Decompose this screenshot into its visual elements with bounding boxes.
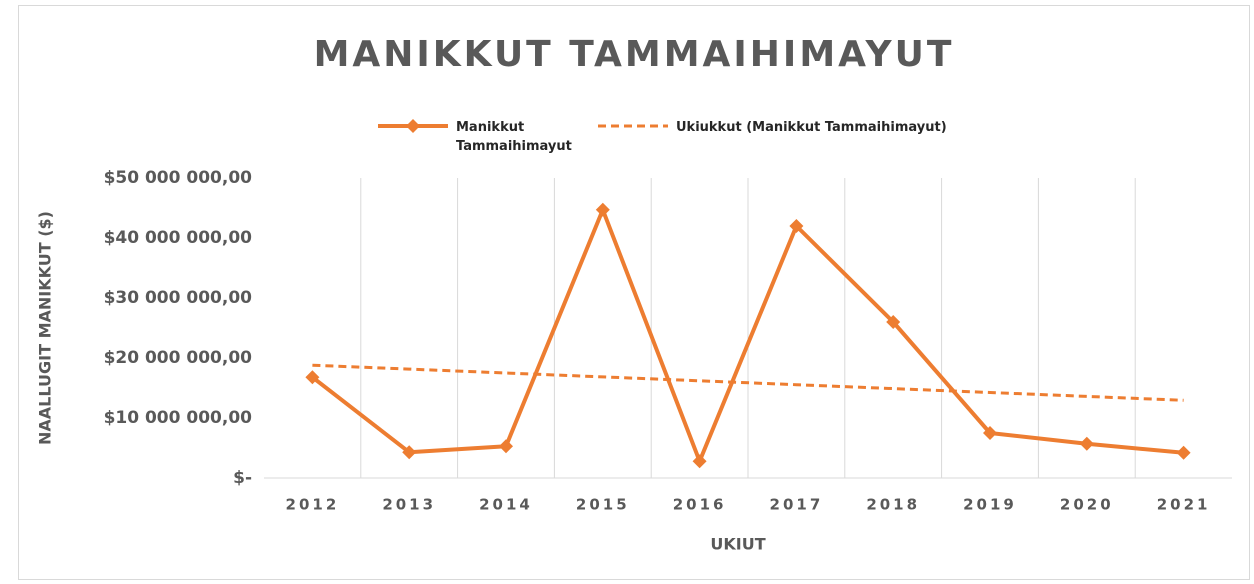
marker [886,315,901,329]
x-tick-label: 2014 [479,496,533,514]
x-tick-label: 2019 [963,496,1017,514]
marker [595,202,610,217]
marker [1176,445,1191,460]
y-tick-label: $10 000 000,00 [104,408,253,428]
marker [305,370,320,385]
y-tick-label: $20 000 000,00 [104,348,253,368]
y-tick-label: $50 000 000,00 [104,168,253,188]
x-tick-label: 2016 [673,496,727,514]
x-tick-label: 2015 [576,496,630,514]
x-tick-label: 2020 [1060,496,1114,514]
legend-marker [406,119,420,133]
legend-label: Ukiukkut (Manikkut Tammaihimayut) [676,120,947,135]
x-tick-label: 2018 [866,496,920,514]
legend-label: Manikkut Tammaihimayut [456,120,572,154]
marker [499,439,513,454]
chart-title: MANIKKUT TAMMAIHIMAYUT [314,34,955,75]
marker [789,219,804,233]
marker [402,445,417,460]
series-line [311,207,1184,464]
y-tick-label: $40 000 000,00 [104,228,253,248]
y-tick-label: $30 000 000,00 [104,288,253,308]
y-tick-label: $- [233,468,252,488]
series-line [312,363,1184,402]
marker [692,454,707,469]
y-axis-label: NAALLUGIT MANIKKUT ($) [36,211,55,445]
x-tick-label: 2012 [286,496,340,514]
x-tick-label: 2021 [1157,496,1211,514]
marker [1079,436,1094,451]
x-tick-label: 2017 [770,496,824,514]
x-tick-label: 2013 [382,496,436,514]
marker [983,426,997,440]
x-axis-label: UKIUT [710,535,765,554]
